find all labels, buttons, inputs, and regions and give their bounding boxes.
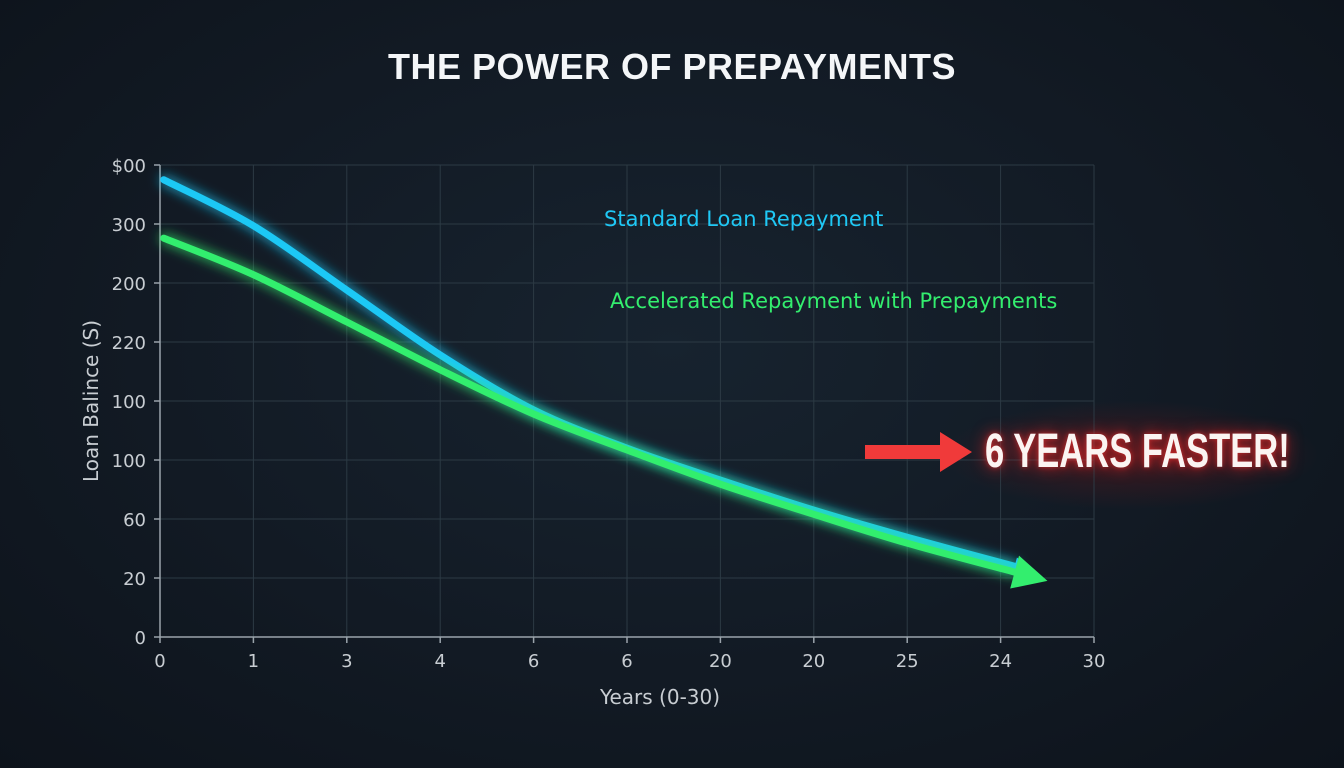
y-tick-label: 100 [112,451,146,472]
y-tick-label: 220 [112,333,146,354]
x-tick-label: 20 [709,651,732,672]
annotation-glow [940,400,1320,510]
annotation-text: 6 YEARS FASTER! [985,425,1290,478]
legend-label-accelerated: Accelerated Repayment with Prepayments [610,289,1057,313]
y-tick-label: 300 [112,215,146,236]
y-tick-label: 20 [123,569,146,590]
y-tick-label: $00 [112,156,146,177]
y-tick-label: 0 [135,628,146,649]
y-tick-label: 200 [112,274,146,295]
x-tick-label: 1 [248,651,259,672]
x-tick-label: 30 [1083,651,1106,672]
series-line-accelerated [160,234,1019,576]
series-arrowhead-accelerated [1010,555,1048,589]
x-tick-label: 25 [896,651,919,672]
y-tick-label: 60 [123,510,146,531]
chart-title: THE POWER OF PREPAYMENTS [387,46,957,87]
series-line-standard [160,176,1019,570]
legend-label-standard: Standard Loan Repayment [604,207,883,231]
x-tick-label: 0 [154,651,165,672]
x-tick-label: 6 [528,651,539,672]
x-tick-label: 3 [341,651,352,672]
x-tick-label: 20 [802,651,825,672]
x-tick-label: 6 [621,651,632,672]
y-axis-label: Loan Balince (S) [79,320,103,482]
x-tick-label: 4 [434,651,445,672]
x-axis-label: Years (0-30) [599,685,720,709]
y-tick-label: 100 [112,392,146,413]
x-tick-label: 24 [989,651,1012,672]
annotation-arrow [865,432,972,472]
